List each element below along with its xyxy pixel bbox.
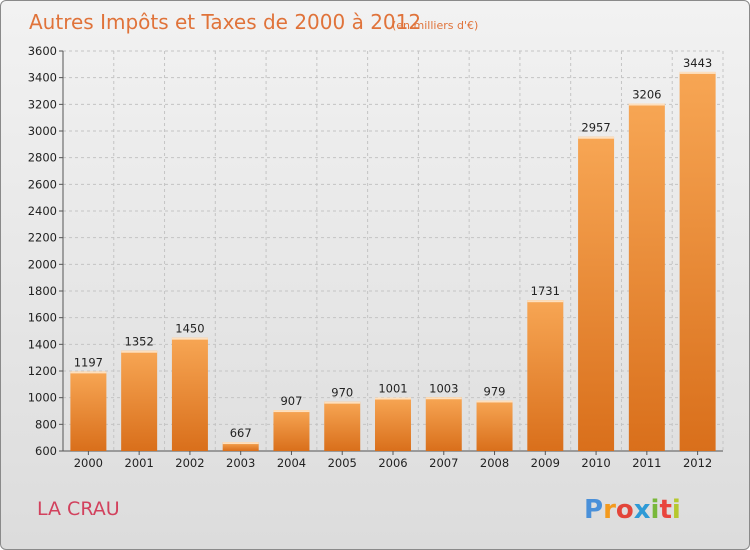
data-label-2001: 1352 (125, 335, 154, 349)
bar-2003 (222, 442, 259, 451)
bar-2001 (121, 350, 158, 451)
x-tick-label: 2005 (328, 456, 357, 470)
y-tick-label: 3000 (28, 124, 57, 138)
y-tick-label: 1600 (28, 311, 57, 325)
bar-highlight (578, 136, 615, 139)
bar-highlight (121, 350, 158, 353)
x-tick-label: 2008 (480, 456, 509, 470)
x-tick-label: 2009 (531, 456, 560, 470)
y-tick-label: 3200 (28, 97, 57, 111)
data-label-2005: 970 (331, 386, 353, 400)
bar-2005 (324, 401, 361, 451)
y-tick-label: 2400 (28, 204, 57, 218)
bar-2008 (476, 400, 513, 451)
data-label-2010: 2957 (581, 121, 610, 135)
data-label-2007: 1003 (429, 381, 458, 395)
bar-highlight (425, 397, 462, 400)
logo-letter: i (672, 495, 681, 525)
y-tick-label: 2000 (28, 257, 57, 271)
bar-2007 (425, 397, 462, 451)
bar-2010 (578, 136, 615, 451)
data-label-2006: 1001 (378, 382, 407, 396)
bar-highlight (476, 400, 513, 403)
data-label-2012: 3443 (683, 56, 712, 70)
bar-2004 (273, 410, 310, 451)
bar-2002 (171, 337, 208, 451)
logo-letter: o (616, 495, 634, 525)
bar-2012 (679, 71, 716, 451)
x-tick-label: 2012 (683, 456, 712, 470)
x-tick-label: 2001 (125, 456, 154, 470)
data-label-2002: 1450 (175, 322, 204, 336)
bar-2011 (628, 103, 665, 452)
bar-highlight (171, 337, 208, 340)
logo-letter: r (603, 495, 616, 525)
proxiti-logo[interactable]: Proxiti (584, 495, 681, 525)
y-tick-label: 3400 (28, 71, 57, 85)
data-label-2011: 3206 (632, 88, 661, 102)
location-label: LA CRAU (37, 498, 120, 520)
bar-highlight (324, 401, 361, 404)
bar-highlight (375, 397, 411, 400)
data-label-2000: 1197 (74, 355, 103, 369)
y-tick-label: 600 (35, 444, 57, 458)
data-label-2003: 667 (230, 426, 252, 440)
y-tick-label: 2600 (28, 177, 57, 191)
y-tick-label: 1800 (28, 284, 57, 298)
y-tick-label: 1000 (28, 391, 57, 405)
chart-title: Autres Impôts et Taxes de 2000 à 2012 (29, 10, 421, 34)
logo-letter: x (634, 495, 651, 525)
x-tick-label: 2002 (175, 456, 204, 470)
data-label-2009: 1731 (531, 284, 560, 298)
data-label-2004: 907 (280, 394, 302, 408)
bar-highlight (527, 300, 564, 303)
bar-highlight (70, 371, 107, 374)
bar-highlight (628, 103, 665, 106)
y-tick-label: 2200 (28, 231, 57, 245)
bar-highlight (273, 410, 310, 413)
logo-letter: i (651, 495, 660, 525)
y-tick-label: 1200 (28, 364, 57, 378)
logo-letter: P (584, 495, 603, 525)
y-tick-label: 800 (35, 417, 57, 431)
x-tick-label: 2007 (429, 456, 458, 470)
bar-highlight (222, 442, 259, 445)
x-tick-label: 2010 (581, 456, 610, 470)
logo-letter: t (659, 495, 671, 525)
y-tick-label: 3600 (28, 44, 57, 58)
data-label-2008: 979 (484, 384, 506, 398)
x-tick-label: 2004 (277, 456, 306, 470)
bar-2006 (375, 397, 411, 451)
bar-2009 (527, 300, 564, 451)
x-tick-label: 2003 (226, 456, 255, 470)
data-labels: 1197 1352 1450 667 907 970 1001 1003 979 1731 2957… (74, 56, 713, 440)
bar-2000 (70, 371, 107, 451)
chart-subtitle: (en milliers d'€) (392, 19, 478, 32)
y-tick-label: 2800 (28, 151, 57, 165)
x-tick-label: 2000 (74, 456, 103, 470)
y-tick-label: 1400 (28, 337, 57, 351)
x-tick-label: 2011 (632, 456, 661, 470)
x-tick-label: 2006 (378, 456, 407, 470)
bar-highlight (679, 71, 716, 74)
bars (70, 71, 716, 452)
